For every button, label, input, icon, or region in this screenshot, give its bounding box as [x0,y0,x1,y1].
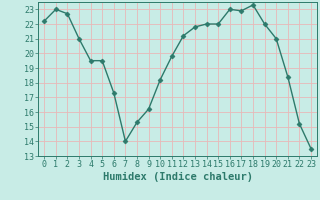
X-axis label: Humidex (Indice chaleur): Humidex (Indice chaleur) [103,172,252,182]
